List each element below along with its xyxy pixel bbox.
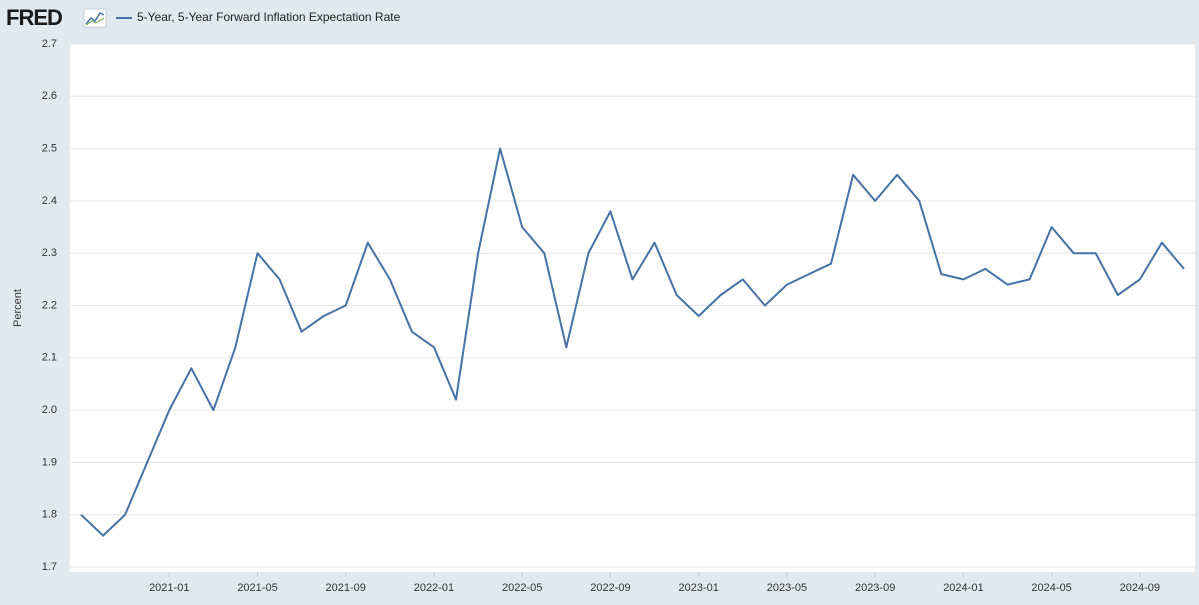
y-axis-label: Percent bbox=[12, 289, 24, 327]
y-tick-label: 2.2 bbox=[42, 299, 57, 311]
x-tick-label: 2022-01 bbox=[414, 582, 454, 594]
y-tick-label: 2.3 bbox=[42, 247, 57, 259]
y-tick-label: 2.1 bbox=[42, 352, 57, 364]
logo: FRED bbox=[6, 5, 62, 30]
y-tick-label: 2.0 bbox=[42, 404, 57, 416]
x-tick-label: 2021-01 bbox=[149, 582, 189, 594]
y-tick-label: 1.8 bbox=[42, 509, 57, 521]
series-line bbox=[80, 147, 1185, 537]
x-tick-label: 2024-09 bbox=[1120, 582, 1160, 594]
y-tick-label: 2.4 bbox=[42, 195, 57, 207]
x-tick-label: 2021-05 bbox=[237, 582, 277, 594]
plot-area bbox=[70, 44, 1195, 572]
y-tick-label: 2.5 bbox=[42, 143, 57, 155]
x-tick-label: 2023-01 bbox=[678, 582, 718, 594]
x-tick-label: 2023-09 bbox=[855, 582, 895, 594]
y-tick-label: 1.7 bbox=[42, 561, 57, 573]
y-tick-label: 2.7 bbox=[42, 38, 57, 50]
x-tick-label: 2024-01 bbox=[943, 582, 983, 594]
legend-label: 5-Year, 5-Year Forward Inflation Expecta… bbox=[137, 10, 401, 24]
x-tick-label: 2023-05 bbox=[767, 582, 807, 594]
x-tick-label: 2022-05 bbox=[502, 582, 542, 594]
y-tick-label: 2.6 bbox=[42, 90, 57, 102]
y-tick-label: 1.9 bbox=[42, 456, 57, 468]
x-tick-label: 2022-09 bbox=[590, 582, 630, 594]
logo-icon bbox=[83, 8, 107, 28]
x-tick-label: 2021-09 bbox=[326, 582, 366, 594]
x-tick-label: 2024-05 bbox=[1031, 582, 1071, 594]
